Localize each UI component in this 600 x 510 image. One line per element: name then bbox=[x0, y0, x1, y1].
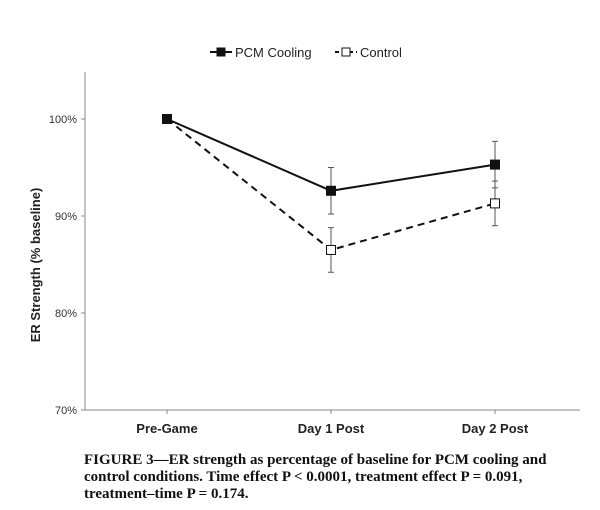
y-tick-label: 100% bbox=[49, 114, 77, 126]
y-axis-label: ER Strength (% baseline) bbox=[28, 188, 43, 343]
figure-caption: FIGURE 3—ER strength as percentage of ba… bbox=[84, 452, 547, 502]
legend-marker bbox=[216, 47, 226, 57]
legend-label: Control bbox=[360, 45, 402, 60]
chart: 70% 80% 90% 100% Pre-Game Day 1 Post Day 2 Pos… bbox=[28, 45, 580, 436]
x-tick-label: Day 2 Post bbox=[462, 421, 529, 436]
x-tick-label: Pre-Game bbox=[136, 421, 197, 436]
data-point bbox=[490, 159, 500, 170]
data-point bbox=[162, 114, 172, 124]
data-point bbox=[326, 185, 336, 196]
y-tick-label: 70% bbox=[55, 405, 77, 417]
data-point bbox=[490, 198, 500, 209]
y-tick-label: 80% bbox=[55, 308, 77, 320]
legend-marker bbox=[341, 47, 351, 57]
data-point bbox=[326, 244, 336, 255]
x-tick-label: Day 1 Post bbox=[298, 421, 365, 436]
y-tick-label: 90% bbox=[55, 211, 77, 223]
legend-label: PCM Cooling bbox=[235, 45, 312, 60]
